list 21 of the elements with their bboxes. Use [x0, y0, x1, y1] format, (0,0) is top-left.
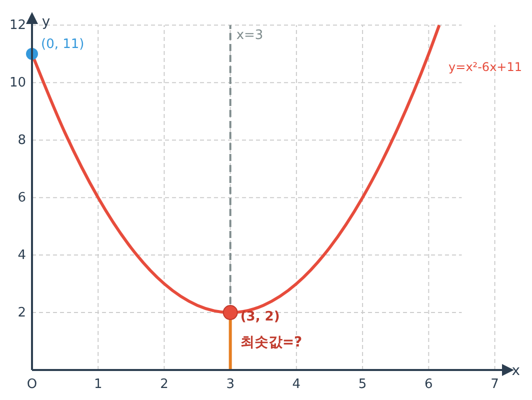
x-tick-label: 5 — [358, 377, 367, 392]
annotation: 최솟값=? — [240, 334, 302, 350]
data-label: (3, 2) — [240, 310, 280, 325]
x-tick-label: O — [26, 377, 38, 392]
y-tick-label: 10 — [9, 76, 26, 91]
y-tick-label: 2 — [18, 306, 26, 321]
x-axis-title: x — [512, 363, 520, 379]
x-tick-label: 1 — [94, 377, 102, 392]
y-tick-label: 6 — [18, 190, 26, 206]
x-tick-label: 2 — [160, 377, 168, 392]
y-tick-label: 8 — [18, 133, 26, 148]
data-label: (0, 11) — [41, 36, 84, 52]
y-axis-title: y — [42, 14, 50, 30]
ref-line-label: x=3 — [236, 28, 264, 44]
x-tick-label: 7 — [490, 377, 499, 392]
x-tick-label: 6 — [424, 377, 433, 392]
x-tick-label: 4 — [292, 377, 301, 392]
y-tick-label: 4 — [18, 248, 26, 264]
y-tick-label: 12 — [9, 18, 26, 34]
x-tick-label: 3 — [226, 377, 234, 392]
series-label: y=x²-6x+11 — [448, 60, 522, 74]
